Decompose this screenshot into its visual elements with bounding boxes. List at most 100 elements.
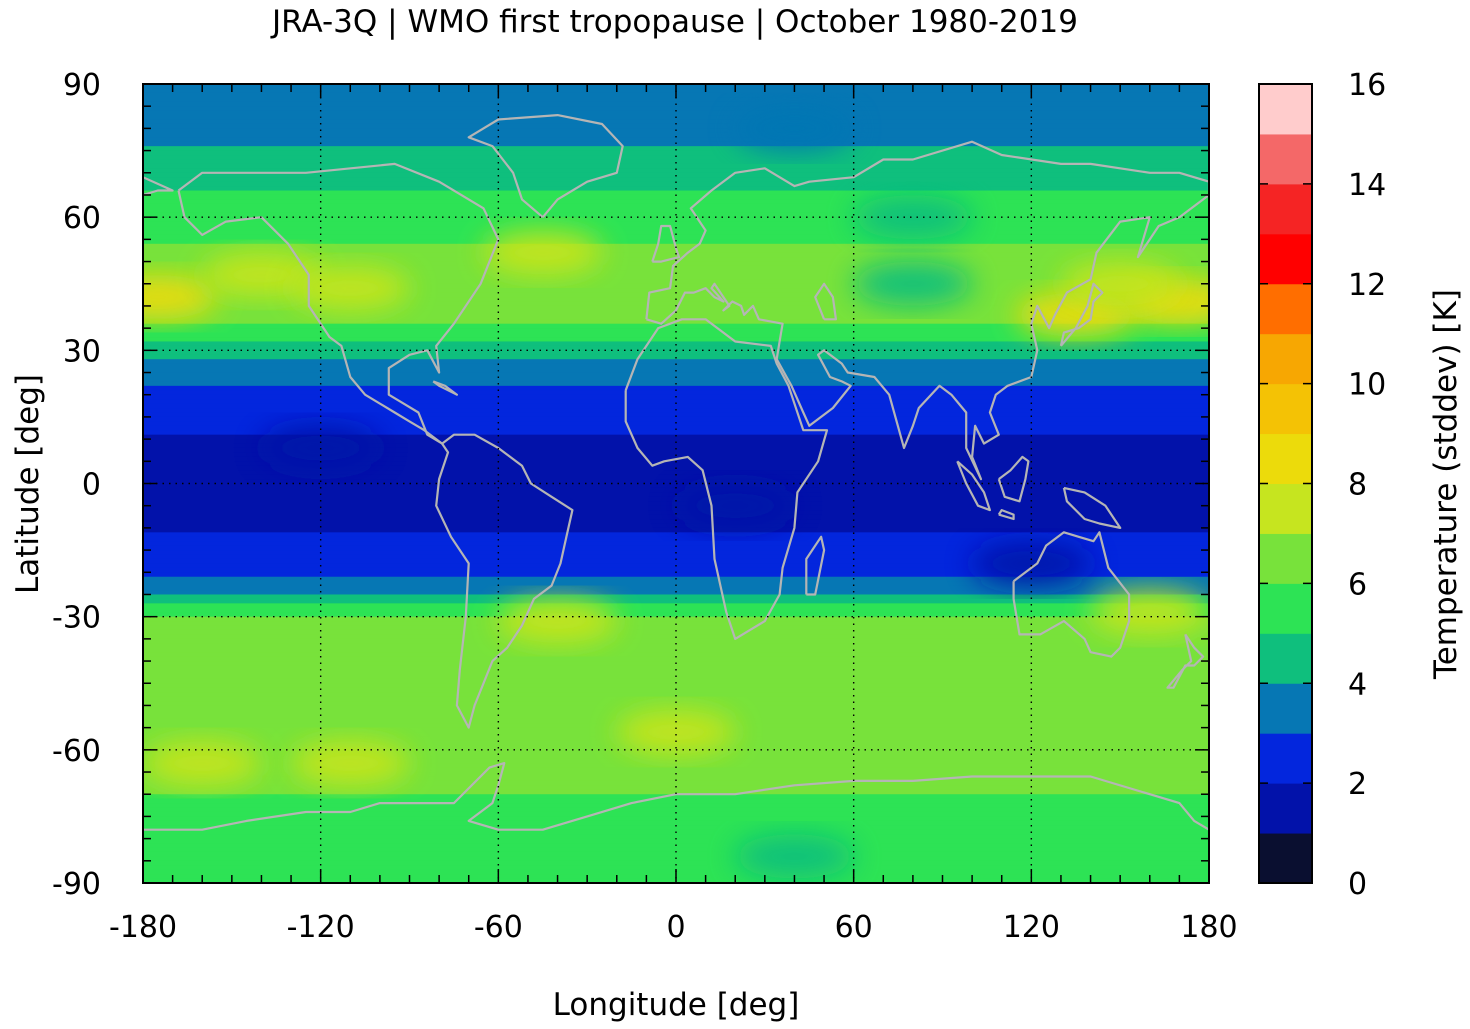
colorbar-swatch bbox=[1259, 84, 1312, 135]
zonal-band bbox=[143, 794, 1209, 800]
zonal-band bbox=[143, 705, 1209, 711]
anomaly-region bbox=[482, 230, 603, 275]
colorbar-swatch bbox=[1259, 233, 1312, 285]
coastline bbox=[467, 114, 624, 219]
zonal-band bbox=[143, 612, 1209, 618]
anomaly-region bbox=[1060, 261, 1181, 306]
zonal-band bbox=[143, 510, 1209, 516]
zonal-band bbox=[143, 572, 1209, 578]
zonal-band bbox=[143, 820, 1209, 826]
zonal-band bbox=[143, 403, 1209, 409]
zonal-band bbox=[143, 487, 1209, 493]
zonal-band bbox=[143, 754, 1209, 760]
y-axis-label: Latitude [deg] bbox=[10, 374, 46, 594]
coastline bbox=[956, 460, 991, 512]
anomaly-region bbox=[1089, 590, 1209, 635]
zonal-band bbox=[143, 443, 1209, 449]
zonal-band bbox=[143, 678, 1209, 684]
anomaly-region bbox=[290, 741, 411, 786]
zonal-band bbox=[143, 425, 1209, 431]
zonal-band bbox=[143, 785, 1209, 791]
zonal-band bbox=[143, 190, 1209, 196]
zonal-band bbox=[143, 523, 1209, 529]
zonal-band bbox=[143, 106, 1209, 112]
zonal-band bbox=[143, 376, 1209, 383]
zonal-band bbox=[143, 581, 1209, 587]
colorbar-tick-label: 0 bbox=[1348, 867, 1367, 902]
zonal-band bbox=[143, 643, 1209, 649]
zonal-band bbox=[143, 847, 1209, 853]
colorbar-swatch bbox=[1259, 683, 1312, 734]
colorbar-label: Temperature (stddev) [K] bbox=[1428, 289, 1464, 680]
colorbar-tick-label: 12 bbox=[1348, 268, 1386, 303]
colorbar-swatch bbox=[1259, 733, 1312, 784]
zonal-band bbox=[143, 332, 1209, 338]
anomaly-region bbox=[675, 483, 796, 528]
zonal-band bbox=[143, 239, 1209, 245]
coastline bbox=[1059, 282, 1104, 347]
zonal-band bbox=[143, 234, 1209, 240]
anomaly-region bbox=[852, 261, 973, 306]
zonal-band bbox=[143, 598, 1209, 604]
coastline bbox=[997, 509, 1015, 521]
zonal-band bbox=[143, 123, 1209, 129]
chart-title: JRA-3Q | WMO first tropopause | October … bbox=[270, 4, 1078, 40]
zonal-band bbox=[143, 701, 1209, 707]
zonal-band bbox=[143, 359, 1209, 365]
x-tick-label: 0 bbox=[666, 910, 685, 945]
y-tick-label: -60 bbox=[52, 734, 101, 769]
coastline bbox=[1012, 531, 1131, 658]
colorbar bbox=[1259, 84, 1312, 884]
zonal-band bbox=[143, 532, 1209, 538]
zonal-band bbox=[143, 434, 1209, 440]
zonal-band bbox=[143, 194, 1209, 201]
colorbar-tick-label: 2 bbox=[1348, 767, 1367, 802]
colorbar-swatch bbox=[1259, 533, 1312, 584]
colorbar-swatch bbox=[1259, 833, 1312, 884]
zonal-band bbox=[143, 474, 1209, 480]
zonal-band bbox=[143, 345, 1209, 351]
zonal-band bbox=[143, 696, 1209, 702]
zonal-band bbox=[143, 616, 1209, 622]
zonal-band bbox=[143, 603, 1209, 609]
zonal-band bbox=[143, 416, 1209, 422]
zonal-band bbox=[143, 110, 1209, 116]
y-tick-label: 0 bbox=[82, 468, 101, 503]
zonal-band bbox=[143, 851, 1209, 857]
colorbar-swatch bbox=[1259, 433, 1312, 484]
zonal-band bbox=[143, 656, 1209, 662]
zonal-band bbox=[143, 585, 1209, 591]
zonal-band bbox=[143, 137, 1209, 143]
zonal-band bbox=[143, 301, 1209, 307]
x-tick-label: -180 bbox=[109, 910, 177, 945]
x-tick-label: 60 bbox=[835, 910, 873, 945]
zonal-band bbox=[143, 141, 1209, 147]
zonal-band bbox=[143, 767, 1209, 773]
anomaly-region bbox=[497, 599, 618, 644]
zonal-band bbox=[143, 430, 1209, 436]
x-axis-label: Longitude [deg] bbox=[553, 987, 800, 1023]
zonal-band bbox=[143, 687, 1209, 693]
zonal-band bbox=[143, 252, 1209, 258]
zonal-band bbox=[143, 163, 1209, 169]
zonal-band bbox=[143, 323, 1209, 329]
zonal-band bbox=[143, 159, 1209, 165]
zonal-band bbox=[143, 385, 1209, 391]
zonal-band bbox=[143, 363, 1209, 369]
coastline bbox=[645, 140, 1209, 481]
zonal-band bbox=[143, 274, 1209, 280]
y-tick-label: -30 bbox=[52, 601, 101, 636]
zonal-band bbox=[143, 558, 1209, 564]
zonal-band bbox=[143, 590, 1209, 596]
coastline bbox=[432, 380, 458, 396]
zonal-band bbox=[143, 421, 1209, 427]
zonal-band bbox=[143, 208, 1209, 214]
zonal-band bbox=[143, 860, 1209, 866]
colorbar-swatch bbox=[1259, 783, 1312, 834]
zonal-band bbox=[143, 798, 1209, 804]
anomaly-region bbox=[616, 710, 736, 755]
coastline bbox=[435, 433, 574, 729]
anomaly-region bbox=[734, 834, 855, 879]
zonal-band bbox=[143, 865, 1209, 871]
zonal-band bbox=[143, 292, 1209, 298]
